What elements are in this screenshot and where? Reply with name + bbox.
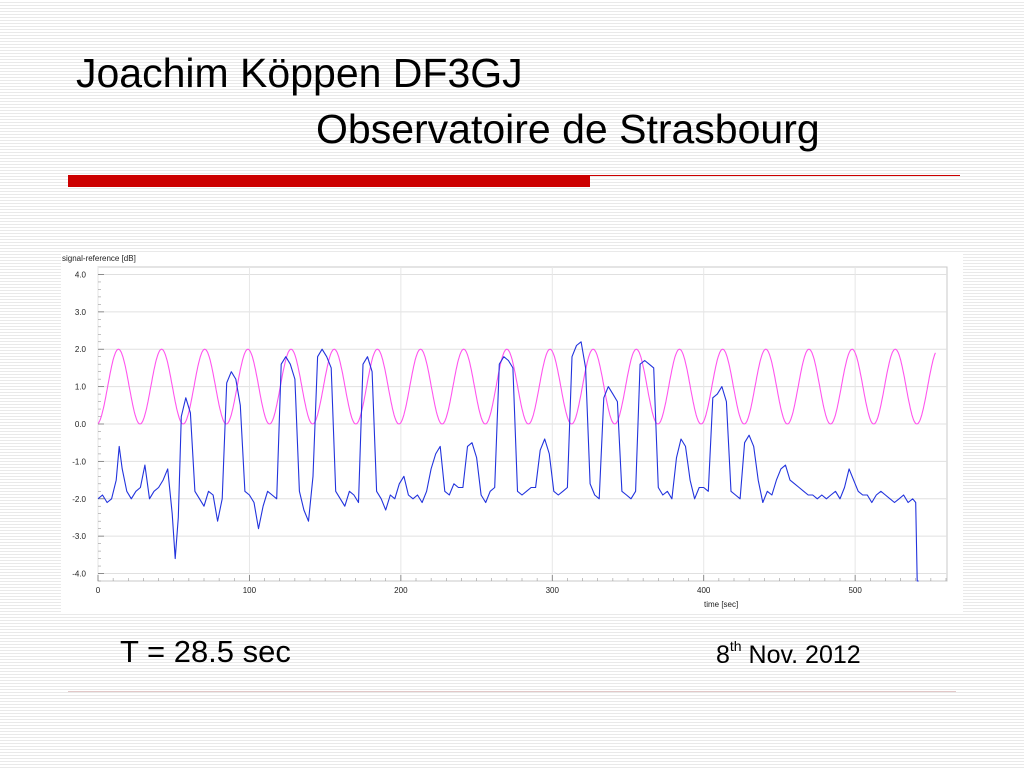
series-group — [97, 341, 936, 582]
date-month-year: Nov. 2012 — [741, 641, 861, 669]
y-tick-label: -4.0 — [72, 570, 86, 579]
y-tick-label: 3.0 — [75, 308, 87, 317]
y-tick-label: -1.0 — [72, 457, 86, 466]
x-tick-label: 400 — [697, 586, 711, 595]
x-tick-label: 300 — [546, 586, 560, 595]
x-axis-label: time [sec] — [704, 600, 738, 609]
x-tick-label: 500 — [848, 586, 862, 595]
bottom-divider — [68, 691, 956, 692]
x-tick-label: 100 — [243, 586, 257, 595]
measured-signal-series — [97, 341, 919, 582]
signal-chart: 4.0 3.0 2.0 1.0 0.0 -1.0 -2.0 -3.0 -4.0 0 100 200 30… — [61, 252, 963, 612]
period-label: T = 28.5 sec — [120, 634, 291, 669]
y-tick-label: 4.0 — [75, 270, 87, 279]
y-tick-label: -2.0 — [72, 495, 86, 504]
slide-title-line1: Joachim Köppen DF3GJ — [76, 50, 523, 96]
y-tick-label: 2.0 — [75, 345, 87, 354]
y-tick-label: -3.0 — [72, 532, 86, 541]
date-ordinal-suffix: th — [729, 638, 742, 654]
axis-ticks: 4.0 3.0 2.0 1.0 0.0 -1.0 -2.0 -3.0 -4.0 0 100 200 30… — [72, 270, 947, 595]
title-underline-thin — [590, 175, 960, 176]
x-tick-label: 0 — [96, 586, 101, 595]
x-tick-label: 200 — [394, 586, 408, 595]
chart-svg: 4.0 3.0 2.0 1.0 0.0 -1.0 -2.0 -3.0 -4.0 0 100 200 30… — [62, 254, 948, 609]
y-axis-label: signal-reference [dB] — [62, 254, 136, 263]
reference-sine-series — [97, 348, 936, 425]
slide-title-line2: Observatoire de Strasbourg — [316, 106, 820, 152]
y-tick-label: 1.0 — [75, 383, 87, 392]
date-day: 8 — [716, 641, 730, 669]
title-underline-thick — [68, 175, 590, 187]
date-label: 8th Nov. 2012 — [716, 638, 861, 670]
y-tick-label: 0.0 — [75, 420, 87, 429]
